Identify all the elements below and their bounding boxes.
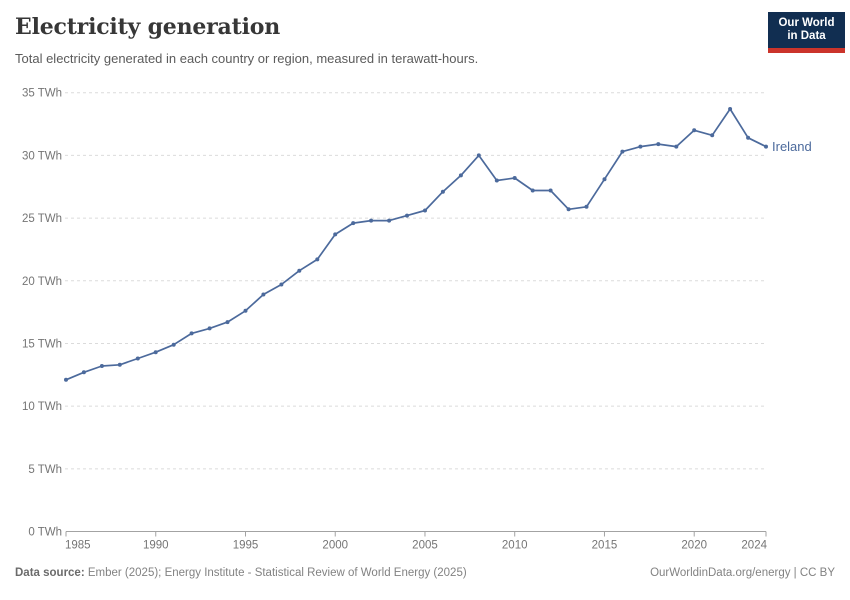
data-point-2008[interactable] <box>476 153 481 158</box>
owid-logo[interactable]: Our World in Data <box>768 12 845 53</box>
x-tick-label-2015: 2015 <box>592 540 618 552</box>
data-point-2011[interactable] <box>530 188 535 193</box>
data-point-2010[interactable] <box>512 176 517 180</box>
y-tick-label-25: 25 TWh <box>22 213 62 225</box>
data-point-2012[interactable] <box>548 188 553 193</box>
data-point-2009[interactable] <box>494 178 499 183</box>
chart-footer: Data source: Ember (2025); Energy Instit… <box>15 567 835 579</box>
data-point-2007[interactable] <box>458 173 463 178</box>
x-tick-label-1985: 1985 <box>65 540 91 552</box>
data-point-2002[interactable] <box>369 218 374 223</box>
data-point-2004[interactable] <box>405 213 409 218</box>
y-tick-label-5: 5 TWh <box>28 464 62 476</box>
data-source-text: Ember (2025); Energy Institute - Statist… <box>84 567 467 579</box>
x-tick-label-1990: 1990 <box>143 540 169 552</box>
x-tick-label-2000: 2000 <box>322 540 348 552</box>
y-tick-label-15: 15 TWh <box>22 338 62 350</box>
data-point-1997[interactable] <box>279 282 284 287</box>
page-title: Electricity generation <box>15 14 280 40</box>
x-tick-label-1995: 1995 <box>233 540 259 552</box>
data-point-2023[interactable] <box>746 135 751 140</box>
y-tick-label-20: 20 TWh <box>22 276 62 288</box>
data-point-1986[interactable] <box>81 370 86 375</box>
y-tick-label-0: 0 TWh <box>28 527 62 539</box>
data-point-1987[interactable] <box>99 364 104 368</box>
y-tick-label-35: 35 TWh <box>22 88 62 100</box>
data-point-2024[interactable] <box>764 144 768 149</box>
data-point-1988[interactable] <box>117 362 122 367</box>
x-tick-label-2020: 2020 <box>681 540 707 552</box>
data-point-2001[interactable] <box>351 221 356 226</box>
owid-logo-stripe <box>768 48 845 53</box>
series-line-ireland[interactable] <box>65 108 767 381</box>
data-point-1998[interactable] <box>297 268 302 273</box>
data-point-2006[interactable] <box>440 189 445 194</box>
data-point-2015[interactable] <box>602 177 607 182</box>
chart-subtitle: Total electricity generated in each coun… <box>15 51 479 66</box>
data-point-1992[interactable] <box>189 331 194 336</box>
data-point-1993[interactable] <box>207 326 212 331</box>
data-source-label: Data source: <box>15 567 85 579</box>
data-point-2022[interactable] <box>728 107 733 111</box>
data-point-1996[interactable] <box>261 292 266 297</box>
data-source: Data source: Ember (2025); Energy Instit… <box>15 567 467 579</box>
x-tick-label-2010: 2010 <box>502 540 528 552</box>
data-point-2016[interactable] <box>620 149 625 154</box>
owid-logo-line2: in Data <box>787 30 826 42</box>
data-point-1985[interactable] <box>64 377 68 382</box>
data-point-2019[interactable] <box>674 144 679 149</box>
data-point-2000[interactable] <box>333 232 338 237</box>
series-label-ireland[interactable]: Ireland <box>772 139 812 154</box>
data-point-2021[interactable] <box>710 133 715 138</box>
x-tick-label-2024: 2024 <box>741 540 767 552</box>
data-point-1995[interactable] <box>243 308 248 313</box>
data-point-1989[interactable] <box>135 356 140 361</box>
owid-logo-line1: Our World <box>778 17 835 29</box>
data-point-1999[interactable] <box>315 257 320 262</box>
y-tick-label-10: 10 TWh <box>22 401 62 413</box>
data-point-2013[interactable] <box>566 207 571 212</box>
data-point-1990[interactable] <box>153 350 158 355</box>
data-point-2005[interactable] <box>423 208 427 213</box>
owid-logo-text: Our World in Data <box>768 12 845 48</box>
data-point-2018[interactable] <box>656 142 661 147</box>
data-point-2003[interactable] <box>387 218 392 223</box>
credit-link[interactable]: OurWorldinData.org/energy | CC BY <box>650 567 835 579</box>
data-point-2017[interactable] <box>638 144 643 149</box>
data-point-2020[interactable] <box>692 128 697 133</box>
y-tick-label-30: 30 TWh <box>22 150 62 162</box>
x-tick-label-2005: 2005 <box>412 540 438 552</box>
data-point-1994[interactable] <box>225 320 230 325</box>
data-point-2014[interactable] <box>584 204 589 209</box>
data-point-1991[interactable] <box>171 342 176 347</box>
